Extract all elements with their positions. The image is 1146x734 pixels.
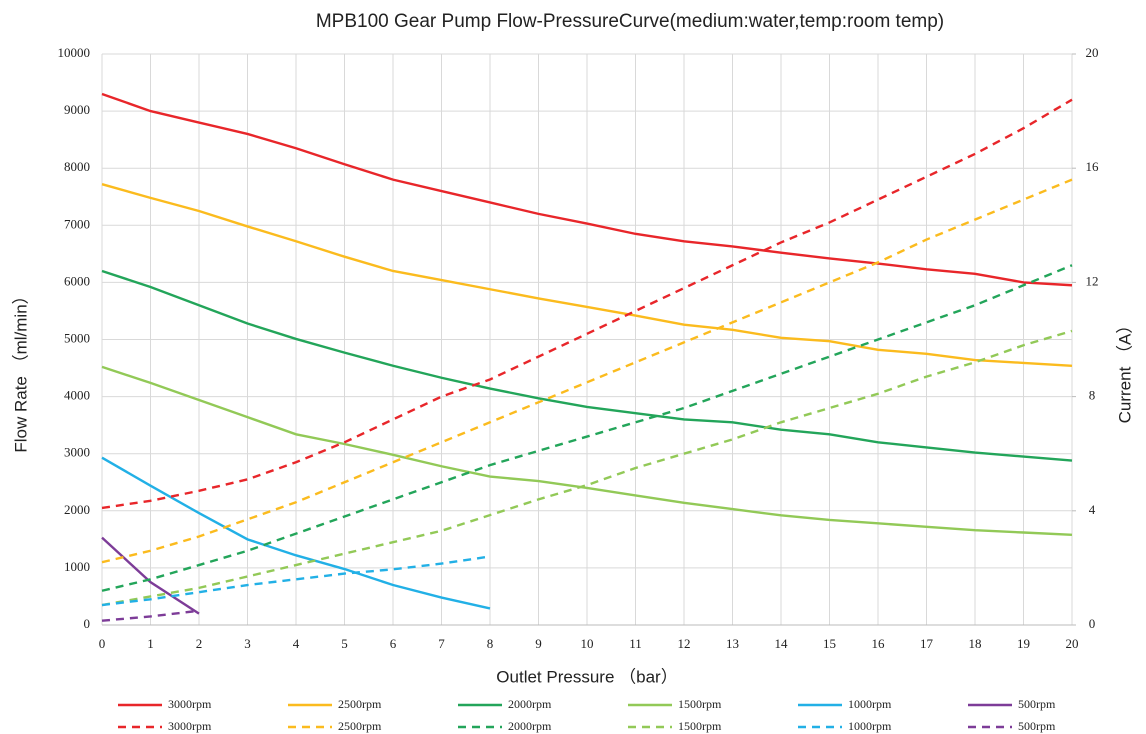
x-tick-label: 6 [390,636,397,651]
series-line [101,92,1073,287]
legend-label: 2500rpm [338,697,382,711]
x-axis-label: Outlet Pressure （bar） [496,667,677,686]
y2-axis-label: Current （A） [1115,317,1134,424]
legend-label: 2000rpm [508,719,552,733]
y2-tick-label: 4 [1089,502,1096,517]
y2-tick-label: 0 [1089,616,1096,631]
y-tick-label: 10000 [58,45,91,60]
legend-label: 1500rpm [678,697,722,711]
x-tick-label: 18 [969,636,982,651]
legend-label: 2500rpm [338,719,382,733]
legend-label: 500rpm [1018,697,1056,711]
y-tick-label: 5000 [64,330,90,345]
legend-label: 2000rpm [508,697,552,711]
legend-label: 1000rpm [848,719,892,733]
x-tick-label: 2 [196,636,203,651]
x-tick-label: 13 [726,636,739,651]
y-tick-label: 6000 [64,273,90,288]
x-tick-label: 17 [920,636,934,651]
chart-title: MPB100 Gear Pump Flow-PressureCurve(medi… [316,11,944,32]
legend-label: 1500rpm [678,719,722,733]
x-tick-label: 20 [1066,636,1079,651]
y-tick-label: 0 [84,616,91,631]
x-tick-label: 1 [147,636,154,651]
y2-tick-label: 12 [1086,273,1099,288]
series-line [101,536,200,615]
series-line [101,555,491,607]
x-tick-label: 15 [823,636,836,651]
y-axis-label: Flow Rate （ml/min） [11,287,30,452]
series-line [101,183,1073,367]
x-tick-label: 19 [1017,636,1030,651]
y2-tick-label: 20 [1086,45,1099,60]
series-line [101,269,1073,462]
y-tick-label: 7000 [64,216,90,231]
x-tick-label: 5 [341,636,348,651]
x-tick-label: 11 [629,636,642,651]
x-tick-label: 7 [438,636,445,651]
series-line [101,456,491,610]
legend-label: 1000rpm [848,697,892,711]
x-tick-label: 12 [678,636,691,651]
y-tick-label: 3000 [64,445,90,460]
series-line [101,98,1073,510]
x-tick-label: 10 [581,636,594,651]
y-tick-label: 2000 [64,502,90,517]
legend-label: 500rpm [1018,719,1056,733]
x-tick-label: 3 [244,636,251,651]
x-tick-label: 4 [293,636,300,651]
y-tick-label: 1000 [64,559,90,574]
legend-label: 3000rpm [168,697,212,711]
y-tick-label: 8000 [64,159,90,174]
series-line [101,264,1073,592]
series-line [101,178,1073,564]
series-line [101,365,1073,536]
y2-tick-label: 8 [1089,388,1096,403]
x-tick-label: 0 [99,636,106,651]
legend-label: 3000rpm [168,719,212,733]
x-tick-label: 14 [775,636,789,651]
x-tick-label: 9 [535,636,542,651]
x-tick-label: 8 [487,636,494,651]
series-line [101,609,200,622]
y-tick-label: 4000 [64,388,90,403]
x-tick-label: 16 [872,636,886,651]
y2-tick-label: 16 [1086,159,1100,174]
y-tick-label: 9000 [64,102,90,117]
